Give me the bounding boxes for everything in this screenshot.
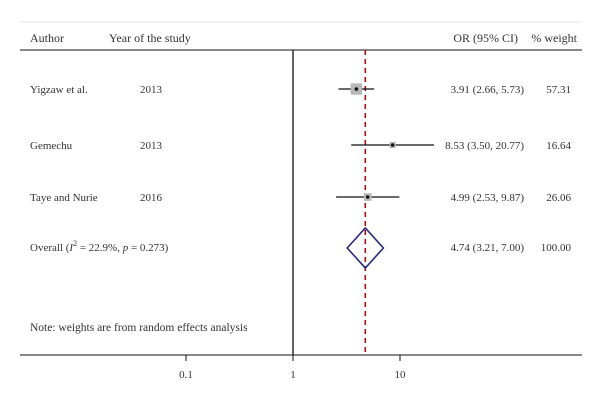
overall-label-mid: = 22.9%, xyxy=(77,242,123,254)
x-tick-label: 1 xyxy=(290,369,296,381)
overall-superscript: 2 xyxy=(73,239,77,248)
study-or-text: 8.53 (3.50, 20.77) xyxy=(445,140,524,152)
study-weight-text: 16.64 xyxy=(546,140,571,152)
overall-p-symbol: p xyxy=(122,242,129,254)
overall-label-suffix: = 0.273) xyxy=(128,242,168,254)
study-year: 2016 xyxy=(140,192,163,204)
overall-weight-text: 100.00 xyxy=(541,242,572,254)
overall-or-text: 4.74 (3.21, 7.00) xyxy=(451,242,525,254)
x-tick-label: 10 xyxy=(395,369,407,381)
study-rows: Yigzaw et al. 2013 3.91 (2.66, 5.73) 57.31 G… xyxy=(30,83,572,204)
header-or: OR (95% CI) xyxy=(453,31,518,45)
study-point xyxy=(390,143,395,147)
study-weight-text: 26.06 xyxy=(546,192,571,204)
study-author: Gemechu xyxy=(30,140,73,152)
study-author: Taye and Nurie xyxy=(30,192,98,204)
study-year: 2013 xyxy=(140,84,163,96)
study-year: 2013 xyxy=(140,140,163,152)
overall-i-symbol: I xyxy=(68,242,74,254)
overall-label: Overall (I2 = 22.9%, p = 0.273) xyxy=(30,239,169,254)
study-or-text: 4.99 (2.53, 9.87) xyxy=(451,192,525,204)
header-author: Author xyxy=(30,31,64,45)
header-weight: % weight xyxy=(531,31,577,45)
study-or-text: 3.91 (2.66, 5.73) xyxy=(451,84,525,96)
x-tick-label: 0.1 xyxy=(179,369,193,381)
footnote: Note: weights are from random effects an… xyxy=(30,322,248,334)
header-year: Year of the study xyxy=(109,31,191,45)
study-author: Yigzaw et al. xyxy=(30,84,88,96)
study-point xyxy=(354,87,359,91)
study-weight-text: 57.31 xyxy=(546,84,571,96)
overall-label-prefix: Overall ( xyxy=(30,242,70,254)
x-axis-ticks: 0.1 1 10 xyxy=(179,355,406,381)
overall-diamond xyxy=(346,226,385,270)
study-point xyxy=(365,195,370,199)
